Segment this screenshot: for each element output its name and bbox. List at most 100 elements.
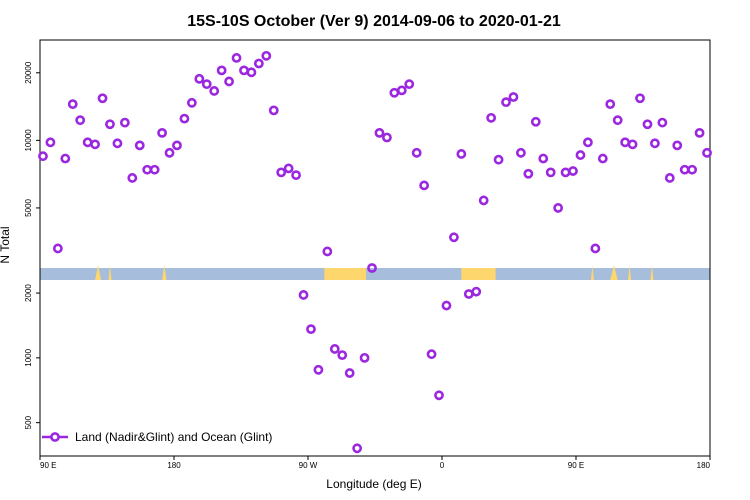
data-point — [60, 153, 71, 164]
y-tick-label: 1000 — [24, 348, 33, 366]
data-point — [164, 147, 175, 158]
data-point — [650, 138, 660, 149]
data-point — [97, 93, 108, 104]
data-point — [112, 138, 123, 149]
island-land-mark — [590, 265, 594, 280]
data-point — [142, 164, 153, 175]
data-point — [523, 168, 534, 179]
island-land-mark — [610, 265, 618, 280]
data-point — [224, 76, 234, 87]
data-point — [261, 50, 272, 61]
data-point — [75, 115, 86, 126]
data-point — [597, 153, 608, 164]
data-point — [367, 263, 377, 273]
data-point — [590, 243, 601, 254]
data-point — [612, 115, 623, 126]
data-point — [201, 79, 212, 90]
data-point — [530, 116, 541, 127]
data-point — [298, 290, 309, 300]
data-point — [478, 195, 489, 206]
data-point — [441, 300, 452, 311]
island-land-mark — [162, 265, 167, 280]
data-point — [38, 151, 48, 162]
land-band-segment — [461, 268, 496, 280]
data-point — [216, 65, 227, 76]
data-point — [268, 105, 279, 116]
y-tick-label: 20000 — [24, 61, 33, 84]
data-point — [172, 140, 182, 151]
land-band-segment — [324, 268, 367, 280]
x-tick-label: 180 — [167, 461, 181, 470]
data-point — [134, 140, 145, 151]
x-tick-label: 0 — [440, 461, 445, 470]
data-point — [283, 163, 294, 174]
y-tick-label: 2000 — [24, 284, 33, 302]
data-point — [434, 390, 444, 401]
data-point — [657, 117, 668, 128]
data-point — [501, 97, 511, 108]
data-point — [702, 147, 712, 158]
legend-label: Land (Nadir&Glint) and Ocean (Glint) — [75, 430, 272, 444]
data-point — [456, 149, 467, 159]
data-point — [560, 167, 571, 178]
island-land-mark — [108, 265, 112, 280]
plot-frame — [39, 39, 711, 457]
data-point — [538, 153, 549, 164]
data-point — [194, 73, 205, 84]
data-point — [553, 203, 564, 213]
data-point — [157, 127, 167, 138]
data-point — [605, 99, 616, 110]
data-point — [679, 164, 690, 175]
chart-title: 15S-10S October (Ver 9) 2014-09-06 to 20… — [187, 13, 561, 30]
data-point — [664, 173, 675, 183]
data-point — [426, 349, 437, 360]
data-point — [231, 53, 242, 63]
data-point — [411, 147, 422, 158]
x-axis-label: Longitude (deg E) — [326, 477, 421, 491]
data-point — [179, 113, 190, 124]
data-point — [52, 243, 63, 254]
data-point — [322, 246, 333, 257]
data-point — [239, 65, 249, 76]
data-point — [67, 99, 78, 110]
data-point — [337, 350, 348, 360]
data-point — [627, 139, 638, 150]
data-point — [389, 87, 400, 98]
data-point — [642, 119, 653, 130]
data-point — [516, 147, 526, 158]
data-point — [508, 92, 519, 102]
data-point — [486, 112, 497, 123]
data-point — [329, 344, 340, 354]
data-point — [687, 164, 698, 175]
data-point — [620, 137, 631, 148]
island-land-mark — [95, 265, 102, 280]
data-point — [82, 137, 93, 148]
data-point — [119, 117, 130, 128]
data-point — [105, 119, 115, 130]
data-point — [694, 127, 705, 138]
data-point — [209, 86, 220, 96]
x-tick-label: 90 W — [299, 461, 318, 470]
data-point — [306, 324, 316, 335]
y-tick-label: 10000 — [24, 129, 33, 152]
data-point — [382, 132, 392, 143]
data-point — [575, 150, 586, 160]
data-point — [45, 137, 56, 148]
data-point — [186, 97, 197, 108]
data-point — [583, 137, 593, 148]
data-point — [374, 127, 385, 138]
data-point — [127, 173, 138, 183]
data-point — [449, 232, 459, 243]
data-point — [246, 67, 257, 78]
data-point — [471, 286, 482, 297]
x-tick-label: 90 E — [568, 461, 584, 470]
ocean-band — [40, 268, 710, 280]
y-tick-label: 500 — [24, 415, 33, 429]
island-land-mark — [650, 265, 654, 280]
data-point — [635, 93, 645, 104]
data-point — [404, 79, 415, 90]
legend-marker — [50, 432, 60, 442]
x-tick-label: 180 — [697, 461, 711, 470]
data-point — [419, 180, 430, 191]
